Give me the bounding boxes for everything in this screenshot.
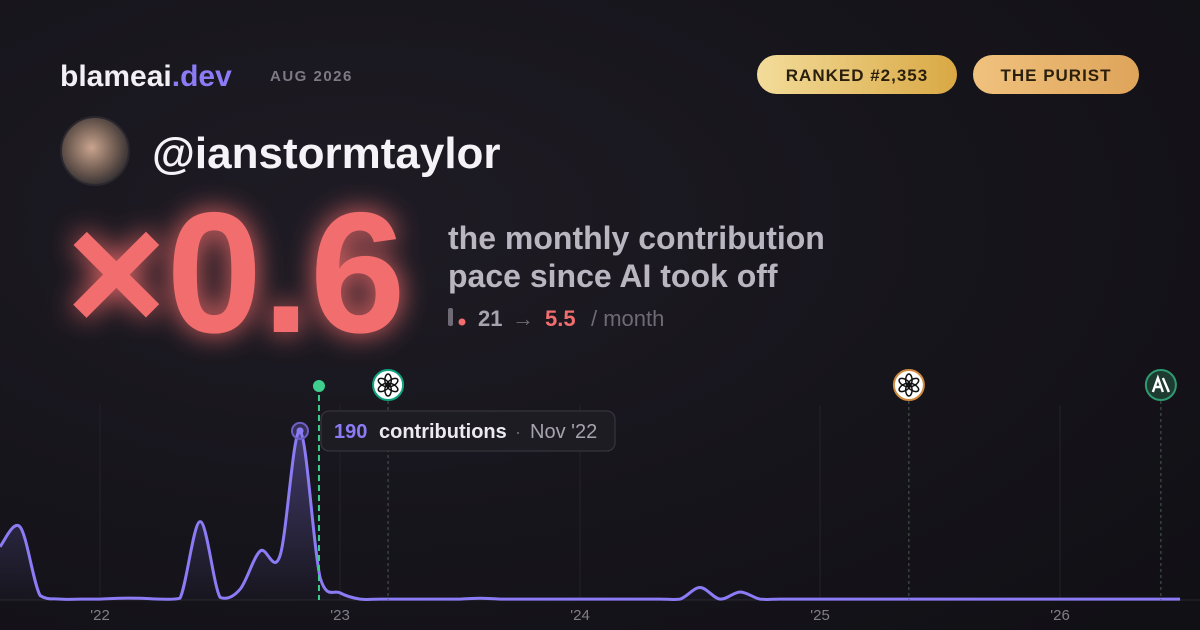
tooltip-date: Nov '22 xyxy=(530,421,597,443)
brand-name: blameai xyxy=(60,60,172,93)
badge xyxy=(973,55,1139,94)
x-tick-label: '24 xyxy=(570,607,590,624)
handle: @ianstormtaylor xyxy=(152,129,501,178)
pace-after: 5.5 xyxy=(545,306,576,331)
area xyxy=(0,430,1181,600)
date: AUG 2026 xyxy=(270,68,353,85)
pace-arrow: → xyxy=(512,306,534,331)
multiplier: ×0.6 xyxy=(66,177,406,369)
x-tick-label: '23 xyxy=(330,607,350,624)
chart: '22 '23 '24 '25 '26 190 contributions · Nov '22 xyxy=(0,369,1200,624)
brand: blameai.dev xyxy=(60,60,232,93)
logo xyxy=(1151,374,1170,393)
tooltip-unit: contributions xyxy=(379,421,507,443)
pace-icon xyxy=(448,308,453,326)
badge-text: RANKED #2,353 xyxy=(786,66,928,85)
marker-icon xyxy=(372,369,405,401)
x-tick-label: '25 xyxy=(810,607,830,624)
pace-unit: / month xyxy=(591,306,664,331)
tooltip-separator: · xyxy=(515,422,521,442)
tooltip xyxy=(320,410,616,452)
badge xyxy=(757,55,957,94)
pace-before: 21 xyxy=(478,306,502,331)
line xyxy=(0,429,1181,602)
logo-petal xyxy=(898,377,911,388)
description: the monthly contribution xyxy=(448,220,825,256)
marker-icon xyxy=(892,369,925,401)
avatar xyxy=(60,116,130,186)
marker-dot xyxy=(312,380,325,392)
logo-petal xyxy=(377,377,390,388)
badge-text: THE PURIST xyxy=(1000,66,1111,85)
x-tick-label: '22 xyxy=(90,607,110,624)
brand-tld: .dev xyxy=(172,60,232,93)
description: pace since AI took off xyxy=(448,258,778,294)
x-tick-label: '26 xyxy=(1050,607,1070,624)
pace-icon xyxy=(458,318,466,326)
peak-dot xyxy=(296,427,304,435)
tooltip-value: 190 xyxy=(334,421,367,443)
